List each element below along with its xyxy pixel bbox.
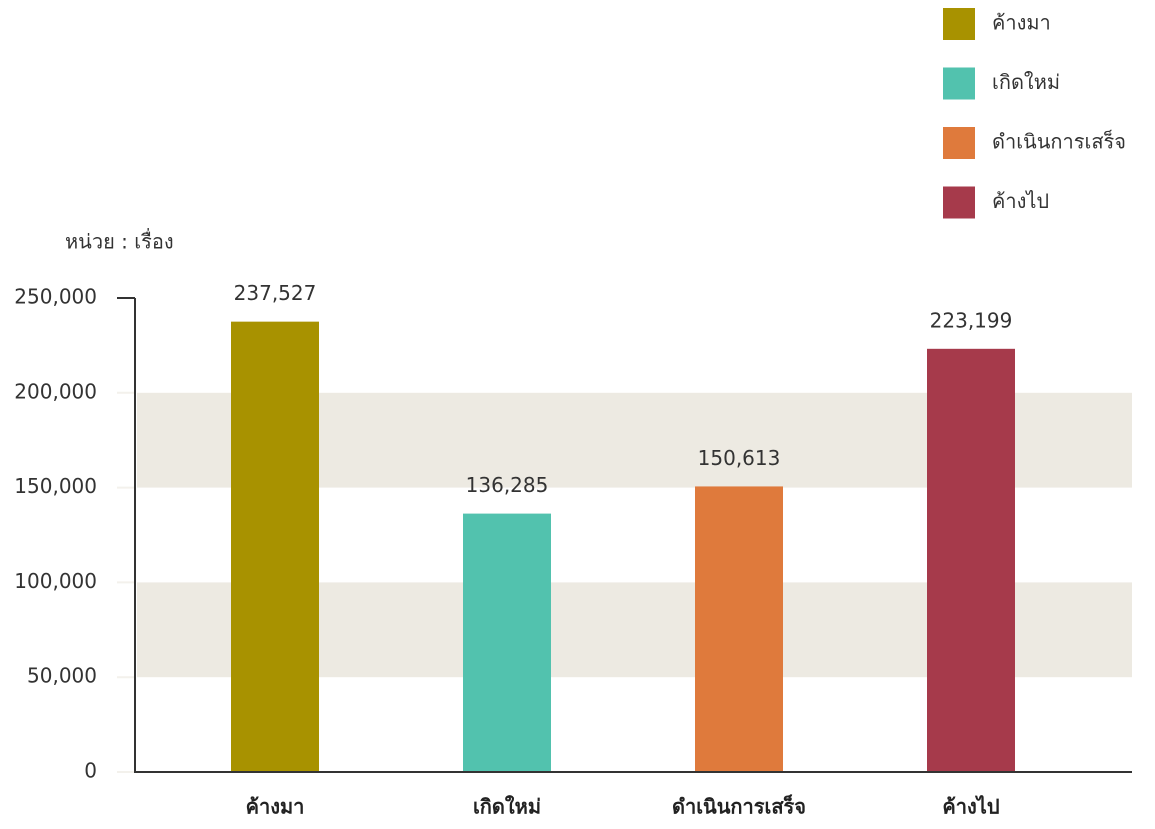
- y-tick-label: 250,000: [14, 285, 97, 309]
- legend-label: เกิดใหม่: [992, 70, 1060, 94]
- legend-swatch: [943, 67, 975, 100]
- legend-label: ค้างมา: [992, 11, 1051, 35]
- y-axis-label: หน่วย : เรื่อง: [65, 228, 174, 254]
- y-tick-label: 150,000: [14, 474, 97, 498]
- bar: [695, 486, 783, 772]
- value-label: 136,285: [466, 473, 549, 497]
- x-tick-label: ค้างมา: [246, 795, 305, 819]
- value-label: 150,613: [698, 446, 781, 470]
- y-tick-label: 100,000: [14, 569, 97, 593]
- legend-label: ดำเนินการเสร็จ: [992, 129, 1126, 154]
- bar: [463, 513, 551, 772]
- bar: [927, 348, 1015, 772]
- x-tick-label: ดำเนินการเสร็จ: [672, 794, 806, 819]
- y-tick-label: 0: [84, 759, 97, 783]
- value-label: 223,199: [930, 308, 1013, 332]
- x-tick-label: ค้างไป: [942, 795, 999, 819]
- y-tick-label: 200,000: [14, 379, 97, 403]
- value-label: 237,527: [234, 281, 317, 305]
- legend-swatch: [943, 8, 975, 40]
- legend-swatch: [943, 186, 975, 219]
- x-tick-label: เกิดใหม่: [473, 795, 541, 819]
- y-tick-label: 50,000: [27, 664, 97, 688]
- legend-label: ค้างไป: [992, 189, 1049, 213]
- legend-swatch: [943, 127, 975, 159]
- bar: [231, 321, 319, 772]
